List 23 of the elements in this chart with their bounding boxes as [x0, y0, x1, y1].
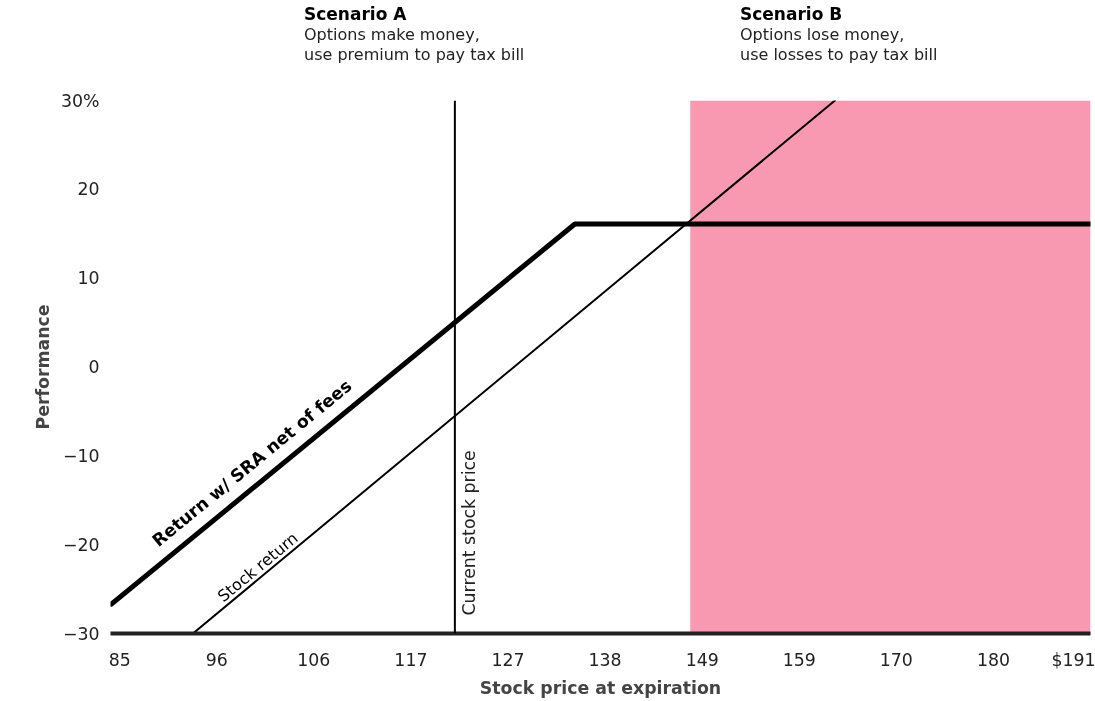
ref-line-label: Current stock price — [458, 450, 479, 616]
y-tick-label: −30 — [62, 623, 100, 644]
x-tick-label: 106 — [297, 649, 331, 670]
x-tick-label: $191 — [1051, 649, 1095, 670]
text: Scenario B Options lose money, use losses to pay tax bill — [740, 4, 938, 66]
y-axis-title: Performance — [32, 304, 53, 430]
x-axis-title: Stock price at expiration — [479, 677, 722, 698]
x-tick-label: 127 — [491, 649, 525, 670]
x-tick-label: 138 — [588, 649, 622, 670]
x-tick-label: 96 — [205, 649, 228, 670]
text: Scenario A Options make money, use premium to pay tax bill — [304, 4, 525, 66]
y-tick-label: 30% — [60, 90, 100, 111]
y-tick-label: −10 — [62, 445, 100, 466]
x-tick-label: 85 — [108, 649, 131, 670]
x-tick-label: 149 — [685, 649, 719, 670]
y-tick-label: 10 — [77, 268, 100, 289]
y-tick-label: 20 — [77, 179, 100, 200]
x-tick-label: 117 — [394, 649, 428, 670]
x-tick-label: 170 — [879, 649, 913, 670]
y-tick-label: 0 — [88, 357, 100, 377]
x-tick-label: 159 — [782, 649, 816, 670]
y-tick-label: −20 — [62, 534, 100, 555]
x-tick-label: 180 — [976, 649, 1010, 670]
